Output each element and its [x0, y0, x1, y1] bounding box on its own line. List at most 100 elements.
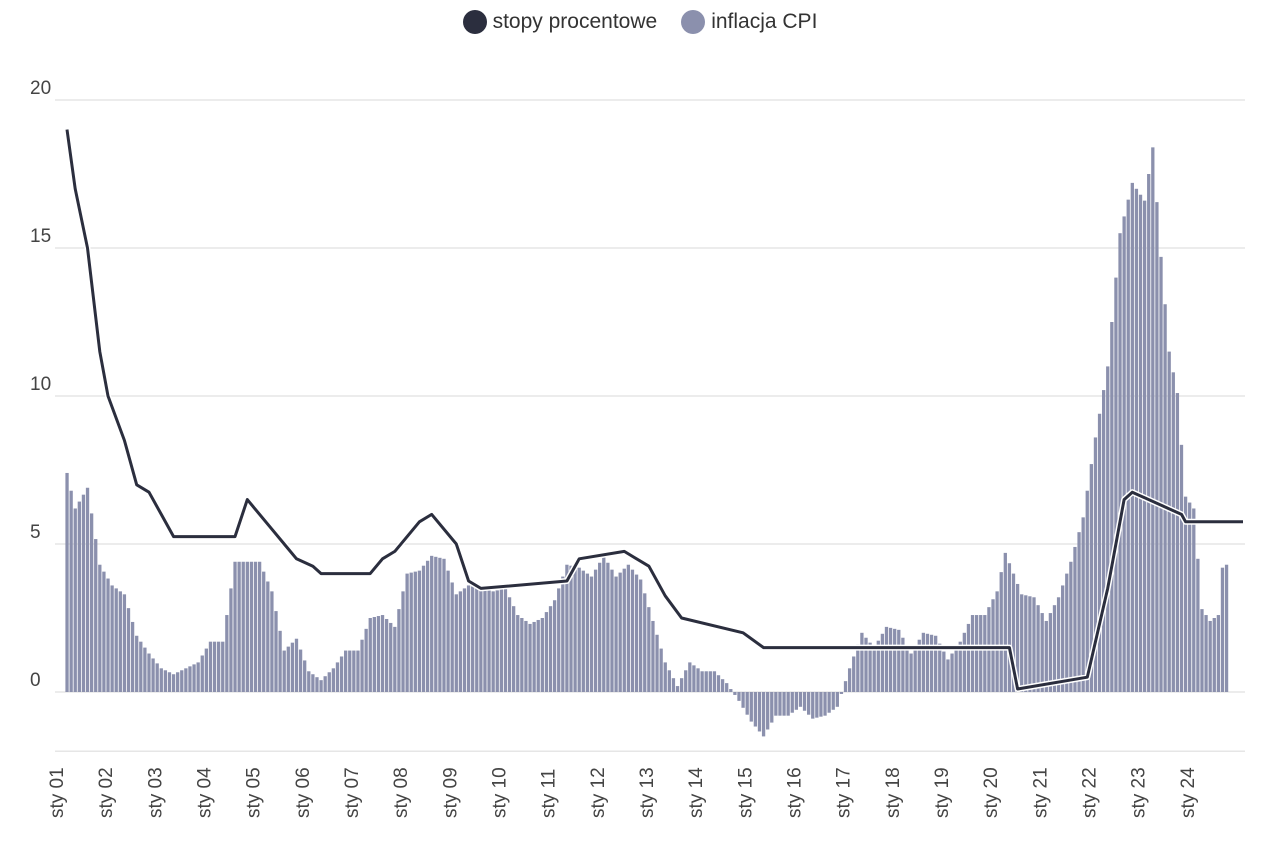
cpi-bar — [925, 633, 930, 692]
cpi-bar — [290, 642, 295, 692]
cpi-bar — [995, 591, 999, 692]
cpi-bar — [847, 668, 852, 692]
cpi-bar — [905, 645, 909, 692]
x-tick-label: sty 18 — [883, 767, 904, 818]
cpi-bar — [811, 692, 815, 719]
cpi-bar — [831, 692, 835, 710]
cpi-bar — [1188, 502, 1192, 692]
cpi-bar — [1085, 490, 1089, 692]
cpi-bar — [692, 665, 696, 692]
cpi-bar — [1032, 597, 1036, 692]
cpi-bar — [491, 591, 495, 692]
cpi-bar — [1212, 618, 1216, 692]
cpi-bar — [573, 566, 577, 692]
cpi-bar — [1208, 620, 1212, 692]
cpi-bar — [774, 692, 778, 716]
cpi-bar — [704, 671, 708, 692]
rates-line-path — [65, 129, 1243, 691]
cpi-bar — [200, 655, 204, 692]
cpi-bar — [1093, 437, 1098, 692]
legend-item-cpi[interactable]: inflacja CPI — [681, 10, 817, 34]
cpi-bar — [552, 600, 557, 692]
cpi-bar — [614, 576, 618, 692]
cpi-bar — [860, 632, 864, 692]
cpi-bar — [569, 565, 573, 692]
cpi-bar — [757, 692, 762, 732]
cpi-bar — [1216, 615, 1221, 692]
x-tick-label: sty 13 — [637, 767, 658, 818]
cpi-bar — [888, 627, 893, 692]
cpi-bar — [1159, 256, 1163, 692]
cpi-bar — [577, 567, 581, 692]
cpi-bar — [667, 670, 671, 692]
cpi-bar — [974, 615, 979, 692]
cpi-bar — [1179, 444, 1184, 692]
cpi-bar — [1114, 277, 1118, 692]
cpi-bar — [475, 587, 479, 692]
cpi-bar — [1200, 609, 1204, 692]
cpi-bar — [188, 666, 192, 692]
cpi-bar — [852, 656, 856, 692]
cpi-bar — [880, 633, 885, 692]
x-tick-label: sty 05 — [244, 767, 265, 818]
cpi-bar — [843, 681, 848, 692]
cpi-bar — [893, 628, 897, 692]
legend-label-cpi: inflacja CPI — [711, 10, 818, 33]
cpi-bar — [1052, 605, 1057, 692]
cpi-bar — [1142, 200, 1147, 692]
cpi-bar — [1015, 583, 1020, 692]
cpi-bar — [581, 570, 585, 692]
x-tick-label: sty 23 — [1129, 767, 1150, 818]
cpi-bar — [425, 560, 430, 692]
cpi-bar — [999, 572, 1003, 692]
cpi-bar — [307, 671, 311, 692]
cpi-bar — [1007, 563, 1012, 692]
cpi-bar — [778, 692, 782, 716]
cpi-bar — [237, 561, 241, 692]
cpi-bar — [266, 581, 270, 692]
cpi-bar — [241, 561, 245, 692]
x-tick-label: sty 24 — [1178, 767, 1199, 818]
cpi-bar — [946, 659, 950, 692]
cpi-bar — [483, 589, 487, 692]
cpi-bar — [1110, 322, 1114, 692]
cpi-bar — [1077, 532, 1081, 692]
cpi-bar — [335, 662, 340, 692]
cpi-bar — [1224, 564, 1229, 692]
cpi-bar — [229, 588, 233, 692]
cpi-bar — [868, 642, 872, 692]
cpi-bar — [1122, 216, 1126, 692]
cpi-bar — [171, 674, 176, 692]
cpi-bar — [1101, 390, 1106, 692]
cpi-bar — [766, 692, 770, 730]
cpi-bar — [1040, 613, 1044, 692]
cpi-bar — [675, 686, 680, 692]
cpi-bar — [155, 663, 159, 692]
cpi-bar — [1106, 366, 1110, 692]
cpi-bar — [544, 612, 549, 692]
legend-label-stopy: stopy procentowe — [492, 10, 658, 33]
legend-item-stopy[interactable]: stopy procentowe — [462, 10, 658, 34]
x-tick-label: sty 14 — [686, 767, 707, 818]
cpi-bar — [430, 555, 434, 692]
cpi-bar — [909, 653, 913, 692]
cpi-bar — [864, 637, 868, 692]
cpi-bar — [348, 650, 352, 692]
cpi-bar — [671, 678, 676, 692]
cpi-bar — [389, 622, 393, 692]
y-tick-label: 15 — [30, 226, 51, 247]
cpi-bar — [446, 570, 450, 692]
cpi-bar — [647, 607, 651, 692]
cpi-bar — [585, 573, 590, 692]
cpi-bar — [216, 641, 221, 692]
cpi-bar — [1151, 147, 1155, 693]
cpi-bar — [409, 572, 413, 692]
x-tick-label: sty 15 — [735, 767, 756, 818]
cpi-bar — [1081, 517, 1085, 692]
cpi-bar — [511, 606, 516, 692]
cpi-bar — [962, 632, 966, 692]
cpi-bar — [380, 615, 385, 692]
cpi-bar — [65, 472, 69, 692]
x-tick-label: sty 09 — [440, 767, 461, 818]
cpi-bar — [372, 617, 376, 692]
